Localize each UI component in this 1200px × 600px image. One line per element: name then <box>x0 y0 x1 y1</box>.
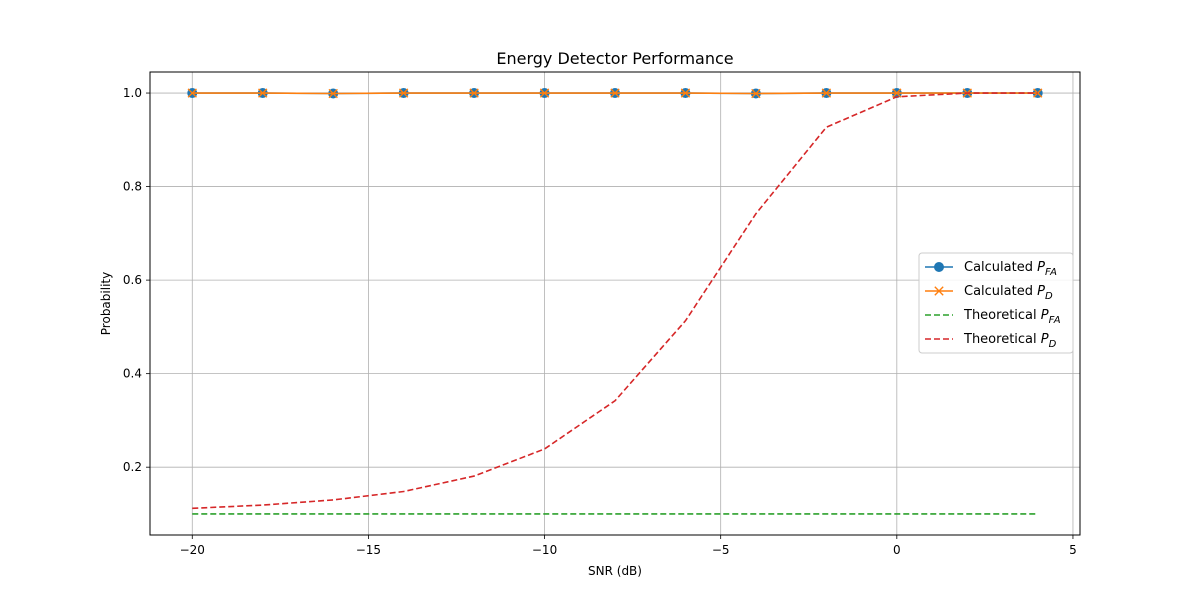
y-tick-label: 0.2 <box>123 460 142 474</box>
legend-label: Theoretical PD <box>963 332 1057 350</box>
data-point <box>892 88 902 98</box>
y-axis-label: Probability <box>99 272 113 335</box>
legend-item: Calculated PD <box>925 284 1053 302</box>
data-point <box>680 88 691 98</box>
y-tick-label: 1.0 <box>123 86 142 100</box>
legend-label: Calculated PD <box>964 284 1053 302</box>
x-tick-label: −20 <box>180 543 205 557</box>
x-axis-label: SNR (dB) <box>588 564 642 578</box>
plot-series <box>187 88 1043 515</box>
data-point <box>469 88 479 98</box>
plot-frame <box>149 71 1081 536</box>
x-tick-label: −10 <box>532 543 557 557</box>
y-tick-label: 0.8 <box>123 180 142 194</box>
legend-box <box>918 252 1074 354</box>
chart-title: Energy Detector Performance <box>496 49 733 68</box>
legend-label: Theoretical PFA <box>963 308 1061 326</box>
data-point <box>539 88 550 98</box>
y-tick-label: 0.6 <box>123 273 142 287</box>
data-point <box>187 88 197 98</box>
legend-label: Calculated PFA <box>964 260 1057 278</box>
legend-marker <box>934 286 944 296</box>
data-point <box>398 88 409 98</box>
data-point <box>328 88 338 99</box>
axis-ticks: −20 −15 −10 −5 0 5 0.2 0.4 0.6 0.8 1.0 <box>123 86 1077 557</box>
data-point <box>610 88 620 98</box>
series-line <box>192 92 1038 510</box>
data-point <box>751 88 761 99</box>
legend: Calculated PFA Calculated PD Theoretical P… <box>918 252 1074 354</box>
y-tick-label: 0.4 <box>123 367 142 381</box>
x-tick-label: −5 <box>712 543 730 557</box>
x-tick-label: 5 <box>1069 543 1077 557</box>
data-point <box>258 88 268 98</box>
data-point <box>821 88 832 98</box>
legend-item: Calculated PFA <box>925 260 1057 278</box>
legend-item: Theoretical PD <box>925 332 1057 350</box>
x-tick-label: −15 <box>356 543 381 557</box>
series-4 <box>192 92 1038 510</box>
series-2 <box>187 88 1043 99</box>
legend-item: Theoretical PFA <box>925 308 1061 326</box>
x-tick-label: 0 <box>893 543 901 557</box>
legend-marker <box>934 262 944 272</box>
